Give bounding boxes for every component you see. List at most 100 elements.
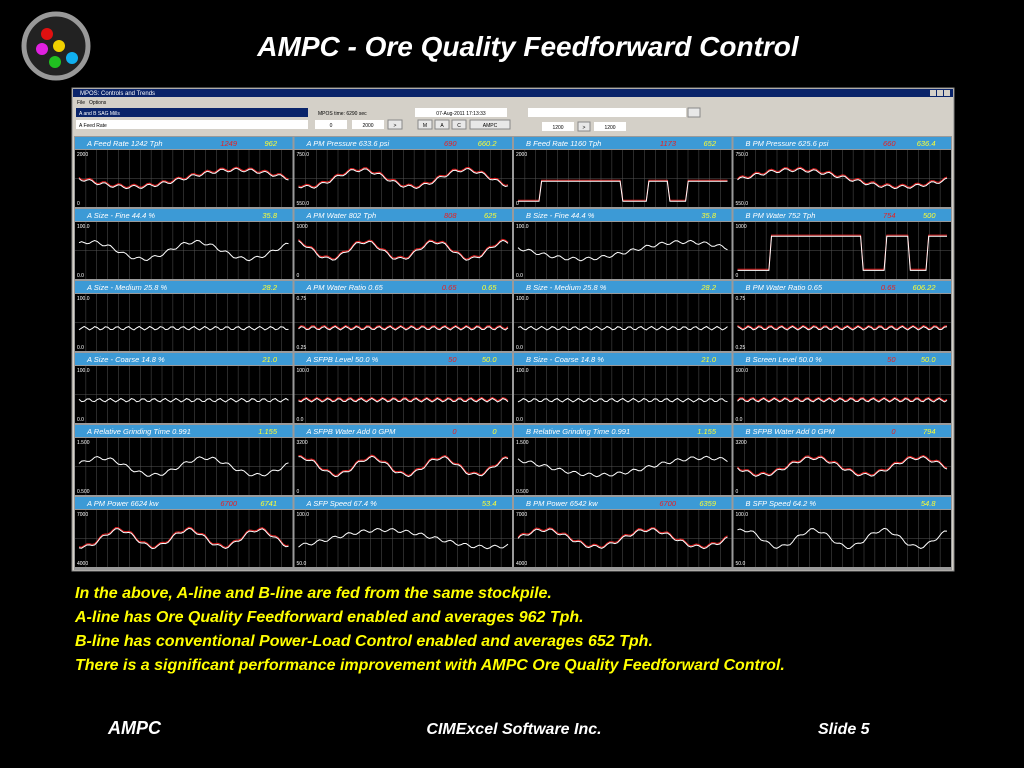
trend-panel: A PM Power 6624 kw 6700 6741 7000 4000	[75, 497, 293, 567]
panel-label: A SFPB Level 50.0 %	[306, 355, 379, 364]
panel-header	[733, 497, 951, 509]
average-value: 1.155	[258, 427, 278, 436]
panel-header	[733, 137, 951, 149]
arrow-button[interactable]	[687, 107, 701, 118]
axis-top: 7000	[77, 512, 88, 518]
note-line: A-line has Ore Quality Feedforward enabl…	[74, 609, 584, 626]
average-value: 35.8	[262, 211, 277, 220]
panel-header	[294, 209, 512, 221]
menu-item[interactable]: Options	[89, 100, 107, 106]
panel-label: A Feed Rate 1242 Tph	[86, 139, 163, 148]
panel-label: A SFPB Water Add 0 GPM	[306, 427, 397, 436]
average-value: 636.4	[917, 139, 936, 148]
axis-top: 1.500	[516, 440, 529, 446]
axis-bottom: 0.0	[736, 417, 743, 423]
trend-panel: B Feed Rate 1160 Tph 1173 652 2000 0	[514, 137, 732, 207]
panel-label: A Size - Medium 25.8 %	[86, 283, 168, 292]
panel-header	[294, 281, 512, 293]
axis-top: 100.0	[736, 368, 749, 374]
average-value: 794	[923, 427, 936, 436]
trend-panel: A Size - Fine 44.4 % 35.8 100.0 0.0	[75, 209, 293, 279]
logo	[21, 11, 91, 81]
panel-header	[75, 137, 293, 149]
trend-panel: A Relative Grinding Time 0.991 1.155 1.500…	[75, 425, 293, 495]
mode-field[interactable]	[469, 119, 511, 130]
trend-panel: B Screen Level 50.0 % 50 50.0 100.0 0.0	[733, 353, 951, 423]
mill-dropdown[interactable]	[76, 108, 308, 117]
note-line: B-line has conventional Power-Load Contr…	[75, 633, 653, 650]
average-value: 660.2	[478, 139, 498, 148]
trend-trace	[517, 325, 728, 331]
mode-text: AMPC	[483, 123, 498, 129]
axis-top: 750.0	[297, 152, 310, 158]
trend-trace	[518, 180, 728, 202]
average-value: 54.8	[921, 499, 936, 508]
axis-bottom: 0.0	[77, 273, 84, 279]
panel-label: B Size - Fine 44.4 %	[526, 211, 595, 220]
average-value: 28.2	[700, 283, 716, 292]
sp2-field[interactable]	[594, 122, 626, 131]
sp2-text: 1200	[604, 125, 615, 131]
trend-panel: B Size - Coarse 14.8 % 21.0 100.0 0.0	[514, 353, 732, 423]
trend-panel: A Feed Rate 1242 Tph 1249 962 2000 0	[75, 137, 293, 207]
max-field[interactable]	[352, 120, 384, 129]
panel-header	[514, 497, 732, 509]
setpoint-trace	[737, 234, 947, 270]
setpoint-value: 0.65	[881, 283, 896, 292]
axis-top: 750.0	[736, 152, 749, 158]
max-text: 2000	[362, 123, 373, 129]
axis-top: 1000	[736, 224, 747, 230]
trend-trace	[298, 455, 509, 478]
date-field[interactable]	[415, 108, 507, 117]
trend-panel: A Size - Medium 25.8 % 28.2 100.0 0.0	[75, 281, 293, 351]
min-field[interactable]	[315, 120, 347, 129]
mode-button[interactable]	[451, 119, 467, 130]
axis-top: 3200	[736, 440, 747, 446]
minimize-button[interactable]	[930, 90, 936, 96]
trend-trace	[517, 528, 728, 550]
menu-item[interactable]: File	[77, 100, 85, 106]
mode-button[interactable]	[417, 119, 433, 130]
setpoint-trace	[298, 396, 509, 402]
setpoint-trace	[737, 166, 948, 189]
trend-trace	[298, 239, 509, 261]
panel-header	[733, 209, 951, 221]
setpoint-trace	[737, 324, 948, 330]
go-button[interactable]	[387, 119, 403, 130]
panel-header	[514, 425, 732, 437]
panel-label: B PM Pressure 625.6 psi	[746, 139, 829, 148]
trend-trace	[737, 235, 947, 271]
setpoint-trace	[298, 238, 509, 260]
axis-top: 0.75	[297, 296, 307, 302]
trend-panel: A PM Pressure 633.6 psi 690 660.2 750.0 550.…	[294, 137, 512, 207]
go2-button[interactable]	[577, 121, 591, 132]
close-button[interactable]	[944, 90, 950, 96]
axis-top: 100.0	[297, 368, 310, 374]
trend-trace	[737, 167, 948, 190]
dropdown[interactable]	[528, 108, 686, 117]
mode-button[interactable]	[434, 119, 450, 130]
sp1-field[interactable]	[542, 122, 574, 131]
trend-trace	[78, 239, 289, 262]
axis-bottom: 0	[297, 273, 300, 279]
panel-label: B Relative Grinding Time 0.991	[526, 427, 630, 436]
average-value: 962	[264, 139, 277, 148]
footer-right: Slide 5	[818, 721, 871, 738]
trend-panel: B PM Water 752 Tph 754 500 1000 0	[733, 209, 951, 279]
maximize-button[interactable]	[937, 90, 943, 96]
panel-label: B Feed Rate 1160 Tph	[526, 139, 601, 148]
tag-dropdown[interactable]	[76, 120, 308, 129]
panel-header	[75, 425, 293, 437]
average-value: 652	[703, 139, 716, 148]
average-value: 50.0	[921, 355, 936, 364]
setpoint-trace	[78, 166, 289, 189]
axis-bottom: 0	[516, 201, 519, 207]
trend-panel: B PM Water Ratio 0.65 0.65 606.22 0.75 0.25	[733, 281, 951, 351]
setpoint-trace	[737, 396, 948, 402]
setpoint-value: 0	[452, 427, 457, 436]
panel-label: B Size - Medium 25.8 %	[526, 283, 607, 292]
trend-trace	[737, 325, 948, 331]
mill-text: A and B SAG Mills	[79, 111, 120, 117]
axis-bottom: 0.500	[77, 489, 90, 495]
trend-panel: B Size - Fine 44.4 % 35.8 100.0 0.0	[514, 209, 732, 279]
